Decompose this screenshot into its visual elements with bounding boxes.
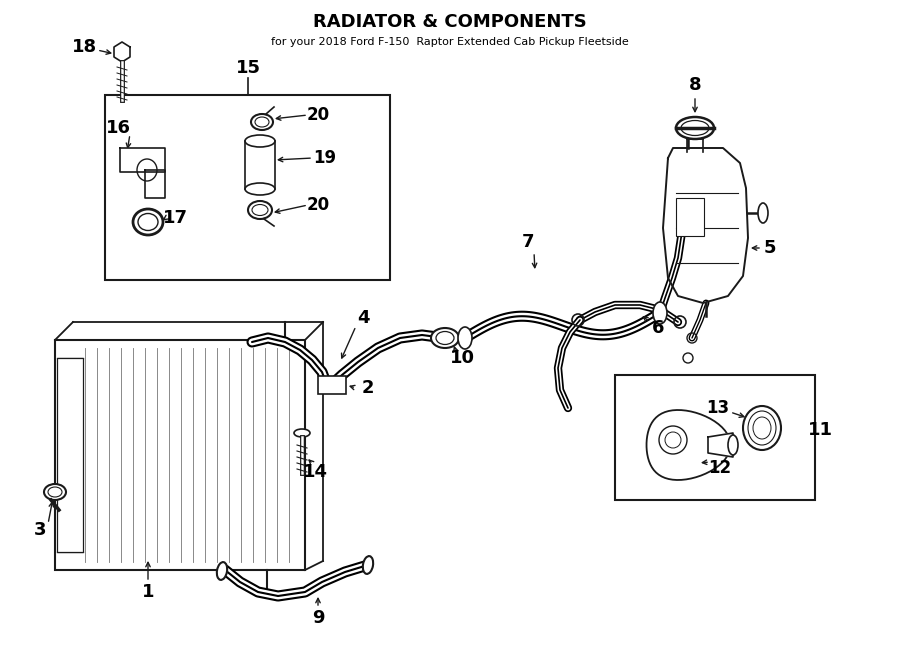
Text: 2: 2 [362,379,374,397]
Text: 9: 9 [311,609,324,627]
Bar [105,95,390,280]
Text: 8: 8 [688,76,701,94]
Ellipse shape [44,484,66,500]
Text: 5: 5 [764,239,776,257]
Polygon shape [145,170,165,198]
Text: 3: 3 [34,521,46,539]
Ellipse shape [653,302,667,324]
Ellipse shape [217,562,227,580]
Text: 18: 18 [72,38,97,56]
Text: RADIATOR & COMPONENTS: RADIATOR & COMPONENTS [313,13,587,31]
Ellipse shape [743,406,781,450]
Ellipse shape [458,327,472,349]
Text: 11: 11 [807,421,833,439]
Ellipse shape [748,411,776,445]
Text: 20: 20 [306,196,329,214]
Text: 20: 20 [306,106,329,124]
Text: 13: 13 [706,399,730,417]
Ellipse shape [294,429,310,437]
Bar [55,340,305,570]
Text: for your 2018 Ford F-150  Raptor Extended Cab Pickup Fleetside: for your 2018 Ford F-150 Raptor Extended… [271,37,629,47]
Bar [615,375,815,500]
Text: 19: 19 [313,149,337,167]
Polygon shape [120,148,165,172]
Polygon shape [646,410,731,480]
Text: 1: 1 [142,583,154,601]
Text: 17: 17 [163,209,187,227]
Polygon shape [663,148,748,303]
Ellipse shape [431,328,459,348]
Text: 15: 15 [236,59,260,77]
Text: 16: 16 [105,119,130,137]
Bar [676,198,704,236]
Ellipse shape [758,203,768,223]
Ellipse shape [245,135,275,147]
Bar [57,358,83,552]
Ellipse shape [676,117,714,139]
Polygon shape [114,42,130,62]
Ellipse shape [728,435,738,455]
Ellipse shape [245,183,275,195]
Text: 7: 7 [522,233,535,251]
Bar [318,376,346,394]
Text: 10: 10 [449,349,474,367]
Text: 14: 14 [302,463,328,481]
Text: 12: 12 [708,459,732,477]
Ellipse shape [363,556,374,574]
Text: 4: 4 [356,309,369,327]
Text: 6: 6 [652,319,664,337]
Polygon shape [708,433,733,457]
